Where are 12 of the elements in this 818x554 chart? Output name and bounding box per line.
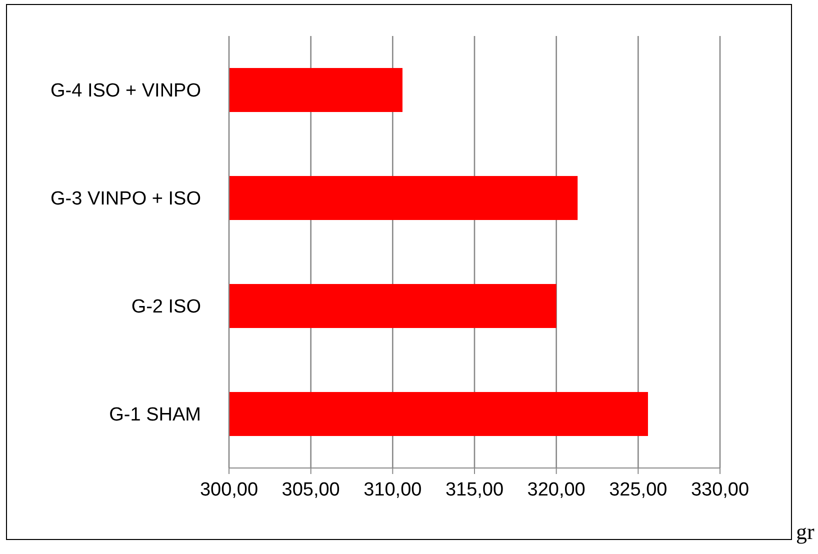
y-tick-label: G-2 ISO [131, 296, 201, 318]
x-tick-label: 310,00 [364, 479, 422, 500]
x-tick-label: 300,00 [200, 479, 258, 500]
y-tick-label: G-3 VINPO + ISO [50, 188, 201, 210]
x-tick-label: 315,00 [445, 479, 504, 500]
x-axis-title: gr [796, 519, 814, 545]
y-tick-label: G-1 SHAM [109, 404, 201, 426]
y-tick-label: G-4 ISO + VINPO [50, 80, 201, 102]
x-tick-label: 325,00 [609, 479, 668, 500]
x-tick-label: 320,00 [527, 479, 586, 500]
x-tick-label: 305,00 [282, 479, 340, 500]
x-tick-label: 330,00 [690, 479, 750, 500]
